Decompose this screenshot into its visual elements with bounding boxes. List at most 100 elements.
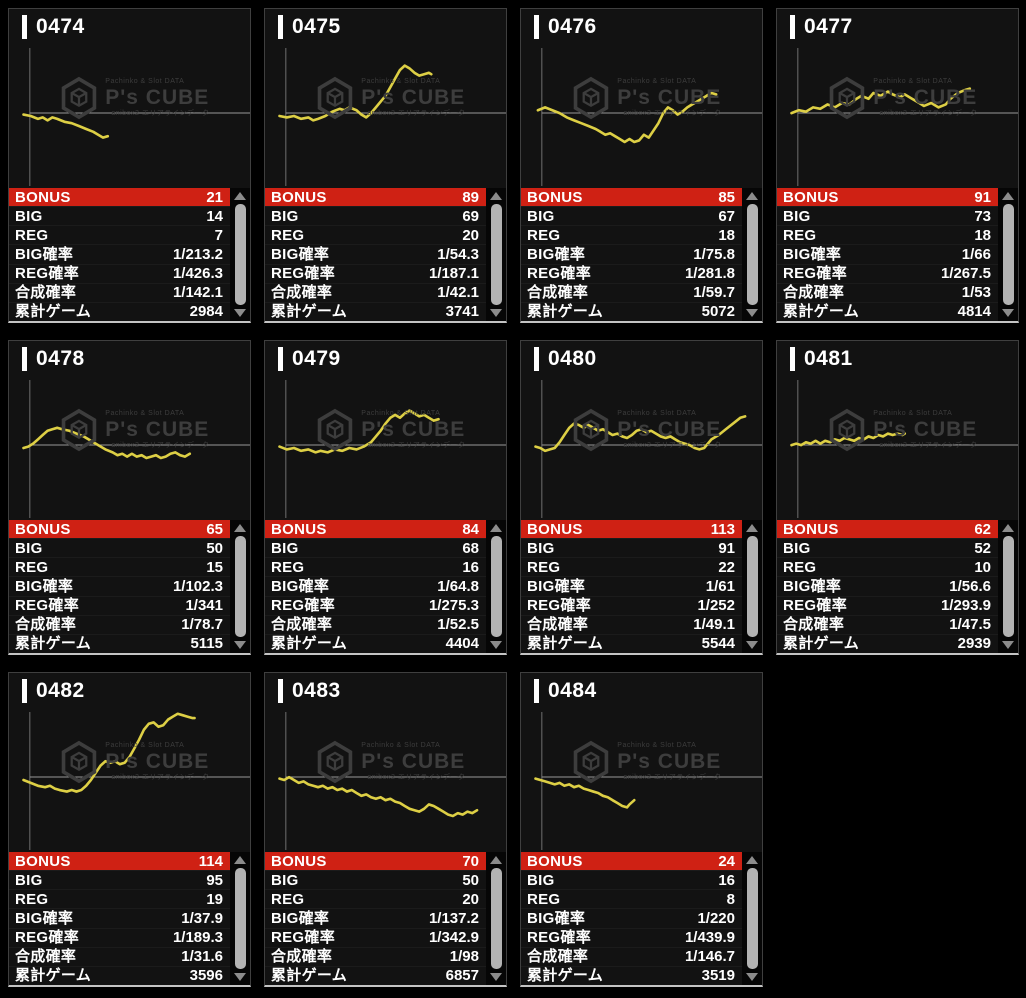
table-scrollbar[interactable] <box>230 852 250 985</box>
scroll-down-icon[interactable] <box>490 641 502 649</box>
table-scrollbar[interactable] <box>230 188 250 321</box>
table-scrollbar[interactable] <box>998 520 1018 653</box>
table-row-big: BIG 91 <box>521 538 742 557</box>
scrollbar-thumb[interactable] <box>746 536 758 637</box>
scrollbar-thumb[interactable] <box>490 536 502 637</box>
row-value-big-rate: 1/61 <box>705 577 735 595</box>
row-value-big: 14 <box>206 207 223 225</box>
row-value-big-rate: 1/213.2 <box>172 245 223 263</box>
machine-panel[interactable]: 0481 Pachinko & Slot DATA P's CUBE anibo… <box>776 340 1019 655</box>
scroll-up-icon[interactable] <box>1002 524 1014 532</box>
slump-line <box>278 409 440 454</box>
header-accent-bar <box>534 14 539 39</box>
scrollbar-thumb[interactable] <box>234 868 246 969</box>
table-row-reg-rate: REG確率 1/252 <box>521 595 742 615</box>
row-label-big-rate: BIG確率 <box>271 577 330 595</box>
row-label-reg: REG <box>271 226 305 244</box>
scroll-up-icon[interactable] <box>490 856 502 864</box>
scrollbar-thumb[interactable] <box>234 204 246 305</box>
machine-panel[interactable]: 0477 Pachinko & Slot DATA P's CUBE anibo… <box>776 8 1019 323</box>
table-row-bonus: BONUS 84 <box>265 520 486 539</box>
row-value-big: 67 <box>718 207 735 225</box>
row-label-big-rate: BIG確率 <box>15 909 74 927</box>
slump-line <box>278 775 479 818</box>
scroll-down-icon[interactable] <box>234 641 246 649</box>
table-row-big: BIG 95 <box>9 870 230 889</box>
row-value-bonus: 65 <box>206 520 223 538</box>
slump-graph-svg <box>790 380 1018 518</box>
table-scrollbar[interactable] <box>486 852 506 985</box>
row-value-reg: 15 <box>206 558 223 576</box>
scrollbar-thumb[interactable] <box>1002 536 1014 637</box>
machine-number: 0484 <box>548 678 597 702</box>
scrollbar-thumb[interactable] <box>746 204 758 305</box>
scroll-up-icon[interactable] <box>746 192 758 200</box>
table-scrollbar[interactable] <box>230 520 250 653</box>
scroll-down-icon[interactable] <box>490 309 502 317</box>
scroll-up-icon[interactable] <box>234 192 246 200</box>
panel-header: 0481 <box>777 341 1018 376</box>
scrollbar-thumb[interactable] <box>490 868 502 969</box>
table-row-total-games: 累計ゲーム 3596 <box>9 965 230 985</box>
machine-panel[interactable]: 0483 Pachinko & Slot DATA P's CUBE anibo… <box>264 672 507 987</box>
scroll-up-icon[interactable] <box>746 856 758 864</box>
machine-panel[interactable]: 0475 Pachinko & Slot DATA P's CUBE anibo… <box>264 8 507 323</box>
row-value-big-rate: 1/102.3 <box>172 577 223 595</box>
row-value-big-rate: 1/37.9 <box>181 909 223 927</box>
scrollbar-thumb[interactable] <box>746 868 758 969</box>
machine-panel[interactable]: 0478 Pachinko & Slot DATA P's CUBE anibo… <box>8 340 251 655</box>
machine-number: 0476 <box>548 14 597 38</box>
machine-panel[interactable]: 0476 Pachinko & Slot DATA P's CUBE anibo… <box>520 8 763 323</box>
table-scrollbar[interactable] <box>486 188 506 321</box>
scroll-up-icon[interactable] <box>234 524 246 532</box>
row-label-big: BIG <box>15 539 43 557</box>
scrollbar-thumb[interactable] <box>1002 204 1014 305</box>
slump-graph-svg <box>790 48 1018 186</box>
machine-panel[interactable]: 0474 Pachinko & Slot DATA P's CUBE anibo… <box>8 8 251 323</box>
machine-panel[interactable]: 0479 Pachinko & Slot DATA P's CUBE anibo… <box>264 340 507 655</box>
table-row-combined-rate: 合成確率 1/78.7 <box>9 614 230 634</box>
row-value-combined-rate: 1/146.7 <box>684 948 735 966</box>
scroll-down-icon[interactable] <box>746 973 758 981</box>
row-label-reg: REG <box>271 890 305 908</box>
machine-panel[interactable]: 0484 Pachinko & Slot DATA P's CUBE anibo… <box>520 672 763 987</box>
scrollbar-thumb[interactable] <box>234 536 246 637</box>
table-scrollbar[interactable] <box>742 520 762 653</box>
table-row-combined-rate: 合成確率 1/31.6 <box>9 946 230 966</box>
row-label-total-games: 累計ゲーム <box>527 967 604 985</box>
table-row-big: BIG 16 <box>521 870 742 889</box>
scroll-down-icon[interactable] <box>490 973 502 981</box>
table-scrollbar[interactable] <box>486 520 506 653</box>
table-row-big-rate: BIG確率 1/75.8 <box>521 244 742 263</box>
stats-table: BONUS 65 BIG 50 REG 15 BIG確率 1/102.3 REG… <box>9 520 250 653</box>
row-label-big: BIG <box>15 871 43 889</box>
scroll-up-icon[interactable] <box>234 856 246 864</box>
row-value-reg-rate: 1/341 <box>185 597 223 615</box>
table-scrollbar[interactable] <box>742 852 762 985</box>
scroll-down-icon[interactable] <box>234 309 246 317</box>
scroll-up-icon[interactable] <box>1002 192 1014 200</box>
table-row-reg-rate: REG確率 1/342.9 <box>265 927 486 947</box>
row-value-big-rate: 1/56.6 <box>949 577 991 595</box>
row-value-combined-rate: 1/42.1 <box>437 284 479 302</box>
table-scrollbar[interactable] <box>998 188 1018 321</box>
row-value-combined-rate: 1/52.5 <box>437 616 479 634</box>
table-scrollbar[interactable] <box>742 188 762 321</box>
machine-panel[interactable]: 0482 Pachinko & Slot DATA P's CUBE anibo… <box>8 672 251 987</box>
machine-number: 0481 <box>804 346 853 370</box>
table-row-reg-rate: REG確率 1/275.3 <box>265 595 486 615</box>
row-label-reg-rate: REG確率 <box>271 597 336 615</box>
scroll-down-icon[interactable] <box>234 973 246 981</box>
scroll-up-icon[interactable] <box>490 524 502 532</box>
table-row-big: BIG 69 <box>265 206 486 225</box>
scroll-down-icon[interactable] <box>1002 309 1014 317</box>
scroll-down-icon[interactable] <box>746 309 758 317</box>
machine-panel[interactable]: 0480 Pachinko & Slot DATA P's CUBE anibo… <box>520 340 763 655</box>
scroll-up-icon[interactable] <box>490 192 502 200</box>
table-row-big-rate: BIG確率 1/56.6 <box>777 576 998 595</box>
scroll-up-icon[interactable] <box>746 524 758 532</box>
scrollbar-thumb[interactable] <box>490 204 502 305</box>
row-label-bonus: BONUS <box>271 520 327 538</box>
scroll-down-icon[interactable] <box>746 641 758 649</box>
scroll-down-icon[interactable] <box>1002 641 1014 649</box>
